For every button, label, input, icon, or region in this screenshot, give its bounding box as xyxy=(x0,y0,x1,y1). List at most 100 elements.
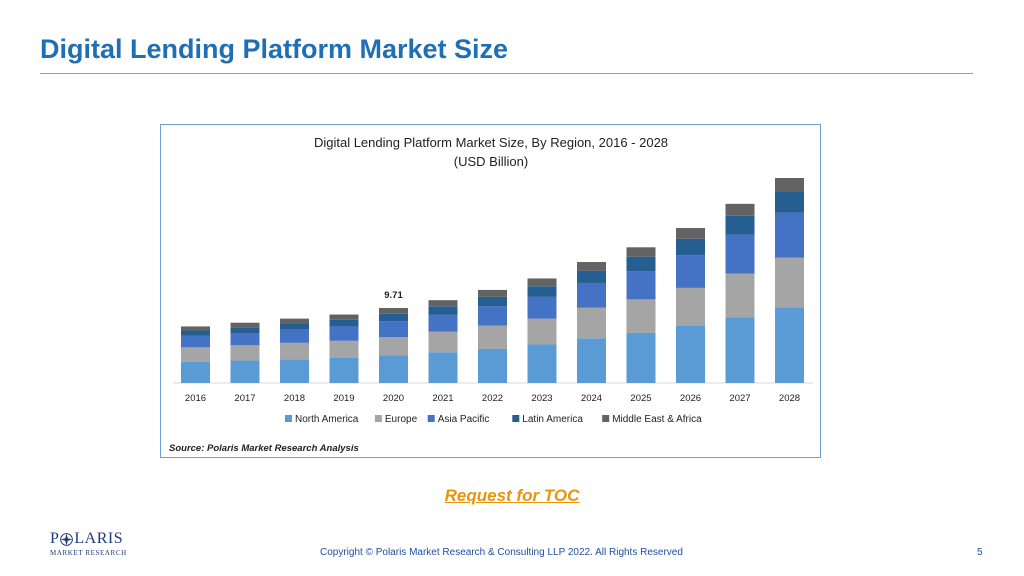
request-toc-link[interactable]: Request for TOC xyxy=(444,486,580,505)
logo-text-right: LARIS xyxy=(74,530,124,547)
bar-2018-north-america xyxy=(280,359,309,383)
chart-source: Source: Polaris Market Research Analysis xyxy=(169,443,359,454)
bar-2019-asia-pacific xyxy=(329,326,359,341)
bar-2025-middle-east-africa xyxy=(626,247,656,257)
bar-2026-north-america xyxy=(676,325,705,383)
bar-2026-latin-america xyxy=(676,238,705,256)
x-tick-label: 2016 xyxy=(185,393,206,404)
polaris-logo: P LARIS MARKET RESEARCH xyxy=(50,530,130,562)
x-tick-label: 2027 xyxy=(729,393,750,404)
bar-2022-middle-east-africa xyxy=(478,289,507,297)
bar-2016-middle-east-africa xyxy=(181,326,210,331)
bar-2028-middle-east-africa xyxy=(775,178,804,192)
bar-2024-north-america xyxy=(577,338,606,383)
bar-2022-north-america xyxy=(478,348,507,383)
bar-2024-asia-pacific xyxy=(577,282,606,308)
bar-2023-asia-pacific xyxy=(527,296,557,319)
legend-label-asia-pacific: Asia Pacific xyxy=(438,414,490,425)
legend-swatch-latin-america xyxy=(512,415,520,422)
bar-2019-middle-east-africa xyxy=(329,314,359,320)
bar-2028-latin-america xyxy=(775,191,804,213)
bar-2025-asia-pacific xyxy=(626,271,656,300)
bar-2024-middle-east-africa xyxy=(577,262,606,271)
bar-2024-latin-america xyxy=(577,270,606,283)
chart-title: Digital Lending Platform Market Size, By… xyxy=(314,135,668,150)
bar-2017-latin-america xyxy=(230,327,260,333)
x-tick-label: 2025 xyxy=(630,393,651,404)
bar-2022-asia-pacific xyxy=(478,306,507,326)
legend-swatch-middle-east-africa xyxy=(602,415,610,422)
x-tick-label: 2022 xyxy=(482,393,503,404)
bar-2020-europe xyxy=(379,337,408,356)
bar-2016-asia-pacific xyxy=(181,335,210,348)
bar-2027-middle-east-africa xyxy=(725,203,755,216)
bar-2019-north-america xyxy=(329,357,359,383)
legend-label-europe: Europe xyxy=(385,414,418,425)
bar-2017-middle-east-africa xyxy=(230,322,260,328)
bar-2018-latin-america xyxy=(280,323,309,330)
chart-subtitle: (USD Billion) xyxy=(454,154,528,169)
data-label-2020: 9.71 xyxy=(384,290,403,301)
bar-2023-middle-east-africa xyxy=(527,278,557,287)
bar-2025-latin-america xyxy=(626,256,656,272)
bar-2025-europe xyxy=(626,299,656,333)
bar-2028-asia-pacific xyxy=(775,212,804,258)
copyright-text: Copyright © Polaris Market Research & Co… xyxy=(320,547,683,558)
bar-2020-asia-pacific xyxy=(379,321,408,338)
logo-subtext: MARKET RESEARCH xyxy=(50,549,127,557)
compass-star-icon xyxy=(60,532,74,546)
logo-text-left: P xyxy=(50,530,60,547)
legend-label-middle-east-africa: Middle East & Africa xyxy=(612,414,702,425)
bar-2023-north-america xyxy=(527,344,557,383)
bar-2027-latin-america xyxy=(725,215,755,235)
bar-2023-europe xyxy=(527,318,557,345)
bar-2021-middle-east-africa xyxy=(428,300,458,307)
bar-2018-asia-pacific xyxy=(280,329,309,343)
bar-2018-europe xyxy=(280,342,309,360)
x-tick-label: 2021 xyxy=(432,393,453,404)
bar-2027-north-america xyxy=(725,317,755,383)
bar-2020-latin-america xyxy=(379,313,408,322)
legend-label-latin-america: Latin America xyxy=(522,414,583,425)
x-tick-label: 2028 xyxy=(779,393,800,404)
bar-2019-latin-america xyxy=(329,319,359,327)
legend-swatch-asia-pacific xyxy=(427,415,435,422)
bar-2026-middle-east-africa xyxy=(676,228,705,239)
bar-2027-europe xyxy=(725,273,755,318)
bar-2023-latin-america xyxy=(527,286,557,297)
bar-2020-north-america xyxy=(379,355,408,383)
bar-2027-asia-pacific xyxy=(725,234,755,274)
bar-2019-europe xyxy=(329,340,359,358)
x-tick-label: 2019 xyxy=(333,393,354,404)
bar-2025-north-america xyxy=(626,332,656,383)
bar-2022-latin-america xyxy=(478,296,507,307)
bar-2021-asia-pacific xyxy=(428,314,458,332)
x-tick-label: 2026 xyxy=(680,393,701,404)
bar-2017-europe xyxy=(230,345,260,361)
bar-2018-middle-east-africa xyxy=(280,318,309,324)
bar-2026-europe xyxy=(676,287,705,326)
legend-label-north-america: North America xyxy=(295,414,359,425)
x-tick-label: 2018 xyxy=(284,393,305,404)
legend-swatch-north-america xyxy=(285,415,292,422)
bar-2020-middle-east-africa xyxy=(379,307,408,314)
bar-2021-latin-america xyxy=(428,306,458,315)
page-number: 5 xyxy=(977,547,983,558)
bar-2016-europe xyxy=(181,347,210,362)
title-divider xyxy=(40,73,973,74)
x-tick-label: 2024 xyxy=(581,393,602,404)
stacked-bar-chart: Digital Lending Platform Market Size, By… xyxy=(169,135,813,454)
bar-2026-asia-pacific xyxy=(676,255,705,288)
bar-2024-europe xyxy=(577,307,606,339)
bar-2021-north-america xyxy=(428,352,458,383)
chart-frame: Digital Lending Platform Market Size, By… xyxy=(160,124,821,458)
bar-2017-asia-pacific xyxy=(230,332,260,346)
slide-title: Digital Lending Platform Market Size xyxy=(40,34,509,64)
bar-2017-north-america xyxy=(230,360,260,383)
bar-2021-europe xyxy=(428,331,458,353)
legend-swatch-europe xyxy=(374,415,382,422)
bar-2022-europe xyxy=(478,325,507,349)
bar-2016-north-america xyxy=(181,361,210,383)
bar-2028-north-america xyxy=(775,307,804,383)
bar-2016-latin-america xyxy=(181,330,210,336)
